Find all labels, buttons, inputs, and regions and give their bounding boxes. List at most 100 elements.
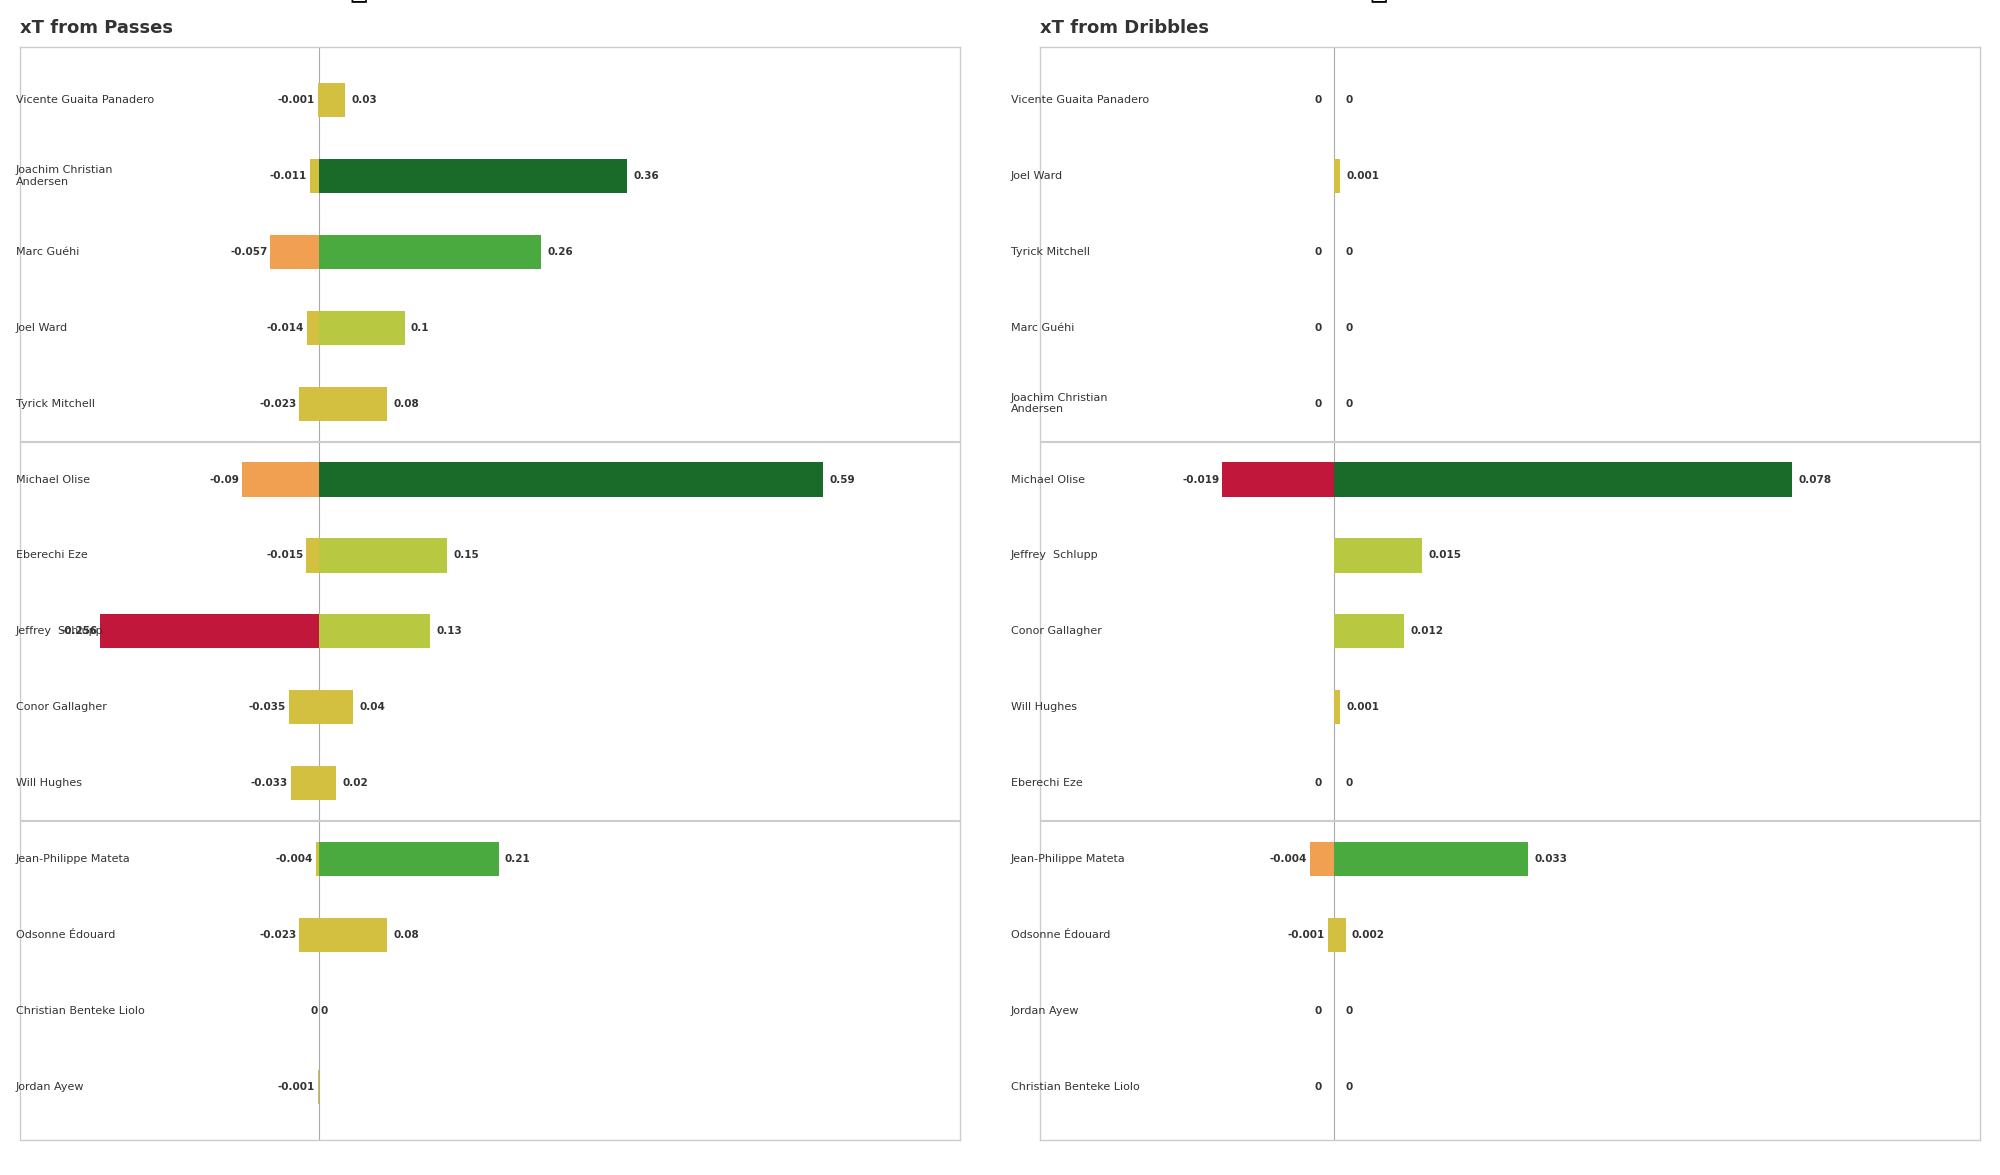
- Bar: [1334, 463, 1792, 497]
- Text: Jordan Ayew: Jordan Ayew: [1010, 1006, 1080, 1015]
- Text: 0.03: 0.03: [352, 95, 376, 105]
- Bar: [290, 766, 320, 800]
- Text: Joachim Christian
Andersen: Joachim Christian Andersen: [1010, 392, 1108, 415]
- Text: xT from Passes: xT from Passes: [20, 19, 174, 38]
- Text: 0.001: 0.001: [1346, 703, 1380, 712]
- Text: Tyrick Mitchell: Tyrick Mitchell: [16, 398, 94, 409]
- Text: -0.015: -0.015: [266, 550, 304, 560]
- Text: Tyrick Mitchell: Tyrick Mitchell: [1010, 247, 1090, 257]
- Text: 🦅: 🦅: [350, 0, 368, 4]
- Text: 0.13: 0.13: [436, 626, 462, 637]
- Text: Jean-Philippe Mateta: Jean-Philippe Mateta: [16, 854, 130, 864]
- Bar: [320, 310, 404, 344]
- Text: Christian Benteke Liolo: Christian Benteke Liolo: [16, 1006, 144, 1015]
- Bar: [1222, 463, 1334, 497]
- Text: Jeffrey  Schlupp: Jeffrey Schlupp: [1010, 550, 1098, 560]
- Bar: [300, 918, 320, 952]
- Text: -0.004: -0.004: [276, 854, 312, 864]
- Text: 0: 0: [1346, 323, 1352, 333]
- Text: -0.023: -0.023: [260, 398, 296, 409]
- Text: -0.09: -0.09: [210, 475, 240, 484]
- Text: 0.1: 0.1: [410, 323, 430, 333]
- Text: 0.08: 0.08: [394, 398, 420, 409]
- Bar: [290, 690, 320, 724]
- Text: 0.033: 0.033: [1534, 854, 1568, 864]
- Text: 0.002: 0.002: [1352, 929, 1384, 940]
- Text: 0.59: 0.59: [830, 475, 856, 484]
- Bar: [1334, 918, 1346, 952]
- Bar: [320, 842, 498, 877]
- Text: Will Hughes: Will Hughes: [16, 778, 82, 788]
- Text: Marc Guéhi: Marc Guéhi: [1010, 323, 1074, 333]
- Text: Conor Gallagher: Conor Gallagher: [1010, 626, 1102, 637]
- Bar: [320, 83, 344, 118]
- Bar: [1334, 615, 1404, 649]
- Text: -0.033: -0.033: [250, 778, 288, 788]
- Bar: [306, 538, 320, 572]
- Text: Joel Ward: Joel Ward: [1010, 172, 1062, 181]
- Text: 0.36: 0.36: [634, 172, 658, 181]
- Bar: [270, 235, 320, 269]
- Text: 0: 0: [1314, 1006, 1322, 1015]
- Bar: [1328, 918, 1334, 952]
- Text: 0: 0: [1314, 323, 1322, 333]
- Text: Joachim Christian
Andersen: Joachim Christian Andersen: [16, 166, 114, 187]
- Text: -0.004: -0.004: [1270, 854, 1308, 864]
- Text: xT from Dribbles: xT from Dribbles: [1040, 19, 1208, 38]
- Text: 0.15: 0.15: [454, 550, 480, 560]
- Bar: [310, 159, 320, 193]
- Text: 0: 0: [1314, 95, 1322, 105]
- Text: 0.02: 0.02: [342, 778, 368, 788]
- Bar: [316, 842, 320, 877]
- Bar: [320, 538, 448, 572]
- Bar: [320, 159, 626, 193]
- Text: 🦅: 🦅: [1368, 0, 1388, 4]
- Text: -0.001: -0.001: [278, 1082, 316, 1092]
- Text: Joel Ward: Joel Ward: [16, 323, 68, 333]
- Bar: [320, 766, 336, 800]
- Text: 0: 0: [1346, 398, 1352, 409]
- Bar: [1334, 690, 1340, 724]
- Text: -0.023: -0.023: [260, 929, 296, 940]
- Text: -0.256: -0.256: [60, 626, 98, 637]
- Bar: [320, 463, 824, 497]
- Text: Eberechi Eze: Eberechi Eze: [16, 550, 88, 560]
- Text: 0.015: 0.015: [1428, 550, 1462, 560]
- Text: -0.001: -0.001: [1288, 929, 1324, 940]
- Text: 0.26: 0.26: [548, 247, 574, 257]
- Text: Michael Olise: Michael Olise: [16, 475, 90, 484]
- Text: -0.035: -0.035: [248, 703, 286, 712]
- Text: -0.014: -0.014: [266, 323, 304, 333]
- Bar: [1334, 159, 1340, 193]
- Text: 0: 0: [1346, 1006, 1352, 1015]
- Text: Jordan Ayew: Jordan Ayew: [16, 1082, 84, 1092]
- Text: Odsonne Édouard: Odsonne Édouard: [1010, 929, 1110, 940]
- Bar: [242, 463, 320, 497]
- Text: Conor Gallagher: Conor Gallagher: [16, 703, 106, 712]
- Bar: [1310, 842, 1334, 877]
- Text: 0.001: 0.001: [1346, 172, 1380, 181]
- Text: Will Hughes: Will Hughes: [1010, 703, 1076, 712]
- Text: 0: 0: [310, 1006, 318, 1015]
- Text: 0: 0: [1346, 247, 1352, 257]
- Text: Christian Benteke Liolo: Christian Benteke Liolo: [1010, 1082, 1140, 1092]
- Text: Eberechi Eze: Eberechi Eze: [1010, 778, 1082, 788]
- Text: -0.011: -0.011: [270, 172, 306, 181]
- Text: 0: 0: [1314, 398, 1322, 409]
- Bar: [320, 235, 542, 269]
- Text: Jean-Philippe Mateta: Jean-Philippe Mateta: [1010, 854, 1126, 864]
- Bar: [320, 690, 354, 724]
- Text: -0.057: -0.057: [230, 247, 268, 257]
- Text: 0: 0: [1346, 95, 1352, 105]
- Text: 0: 0: [1314, 1082, 1322, 1092]
- Bar: [1334, 538, 1422, 572]
- Bar: [1334, 842, 1528, 877]
- Text: Vicente Guaita Panadero: Vicente Guaita Panadero: [16, 95, 154, 105]
- Text: Michael Olise: Michael Olise: [1010, 475, 1084, 484]
- Text: 0: 0: [1346, 1082, 1352, 1092]
- Text: -0.019: -0.019: [1182, 475, 1220, 484]
- Text: Jeffrey  Schlupp: Jeffrey Schlupp: [16, 626, 104, 637]
- Text: 0.08: 0.08: [394, 929, 420, 940]
- Text: Odsonne Édouard: Odsonne Édouard: [16, 929, 116, 940]
- Text: Marc Guéhi: Marc Guéhi: [16, 247, 80, 257]
